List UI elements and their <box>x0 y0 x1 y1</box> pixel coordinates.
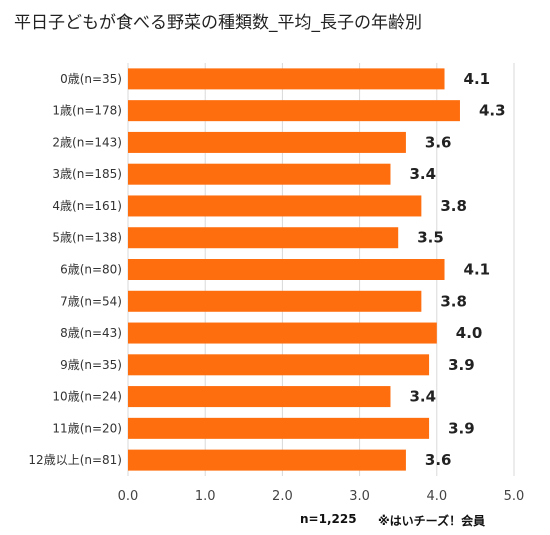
value-label: 4.3 <box>479 102 506 120</box>
bars <box>128 68 460 471</box>
bar <box>128 163 391 185</box>
category-label: 0歳(n=35) <box>60 72 122 86</box>
category-label: 11歳(n=20) <box>52 421 122 435</box>
value-label: 4.1 <box>464 70 491 88</box>
bar <box>128 290 422 312</box>
x-tick-label: 0.0 <box>118 489 139 504</box>
category-label: 1歳(n=178) <box>52 104 122 118</box>
value-label: 3.6 <box>425 451 452 469</box>
bar <box>128 195 422 217</box>
bar <box>128 227 399 249</box>
value-label: 3.8 <box>440 292 467 310</box>
value-label: 3.6 <box>425 133 452 151</box>
category-label: 5歳(n=138) <box>52 231 122 245</box>
value-label: 4.1 <box>464 261 491 279</box>
x-tick-label: 5.0 <box>504 489 525 504</box>
bar <box>128 100 460 122</box>
member-note: ※はいチーズ！会員 <box>378 514 486 528</box>
bar <box>128 131 406 153</box>
sample-size-note: n=1,225 <box>300 512 357 526</box>
bar <box>128 417 430 439</box>
x-tick-label: 4.0 <box>426 489 447 504</box>
value-label: 3.4 <box>409 165 436 183</box>
category-label: 7歳(n=54) <box>60 294 122 308</box>
bar <box>128 386 391 408</box>
category-label: 3歳(n=185) <box>52 167 122 181</box>
value-label: 3.5 <box>417 229 444 247</box>
category-label: 12歳以上(n=81) <box>28 453 122 467</box>
bar <box>128 354 430 376</box>
x-tick-label: 1.0 <box>195 489 216 504</box>
x-tick-label: 3.0 <box>349 489 370 504</box>
bar <box>128 259 445 280</box>
labels: 0.0 1.0 2.0 3.0 4.0 5.0 0歳(n=35) 4.1 1歳(n=178) 4.… <box>28 70 524 504</box>
category-label: 4歳(n=161) <box>52 199 122 213</box>
value-label: 3.4 <box>409 388 436 406</box>
chart-title: 平日子どもが食べる野菜の種類数_平均_長子の年齢別 <box>14 13 422 33</box>
bar <box>128 68 445 90</box>
category-label: 8歳(n=43) <box>60 326 122 340</box>
category-label: 9歳(n=35) <box>60 358 122 372</box>
category-label: 2歳(n=143) <box>52 135 122 149</box>
value-label: 3.8 <box>440 197 467 215</box>
value-label: 4.0 <box>456 324 483 342</box>
category-label: 10歳(n=24) <box>52 390 122 404</box>
bar <box>128 322 437 344</box>
x-tick-label: 2.0 <box>272 489 293 504</box>
bar <box>128 449 406 471</box>
value-label: 3.9 <box>448 356 475 374</box>
value-label: 3.9 <box>448 419 475 437</box>
category-label: 6歳(n=80) <box>60 263 122 277</box>
